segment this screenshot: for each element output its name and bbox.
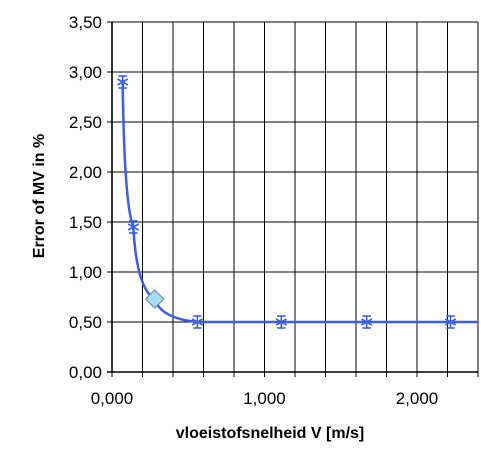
- y-tick-label: 3,50: [69, 13, 102, 32]
- data-point-asterisk: [361, 315, 373, 329]
- x-tick-label: 2,000: [396, 389, 439, 408]
- y-tick-label: 1,50: [69, 213, 102, 232]
- data-point-diamond: [144, 289, 165, 309]
- y-tick-label: 3,00: [69, 63, 102, 82]
- y-tick-label: 0,50: [69, 313, 102, 332]
- data-point-asterisk: [444, 315, 457, 329]
- x-tick-label: 0,000: [91, 389, 134, 408]
- data-point-asterisk: [191, 315, 204, 329]
- y-tick-label: 0,00: [69, 363, 102, 382]
- x-axis-title: vloeistofsnelheid V [m/s]: [176, 425, 364, 442]
- y-tick-label: 1,00: [69, 263, 102, 282]
- y-tick-label: 2,00: [69, 163, 102, 182]
- data-point-asterisk: [117, 75, 129, 89]
- data-point-asterisk: [127, 220, 139, 234]
- y-axis-title: Error of MV in %: [31, 134, 48, 258]
- chart-grid: [107, 21, 479, 377]
- data-point-asterisk: [275, 315, 287, 329]
- x-tick-label: 1,000: [243, 389, 286, 408]
- chart-series: [117, 75, 478, 329]
- series-line: [121, 81, 478, 324]
- tick-labels: 0,00 0,50 1,00 1,50 2,00 2,50 3,00 3,50 0,000 1,0…: [69, 13, 438, 408]
- y-tick-label: 2,50: [69, 113, 102, 132]
